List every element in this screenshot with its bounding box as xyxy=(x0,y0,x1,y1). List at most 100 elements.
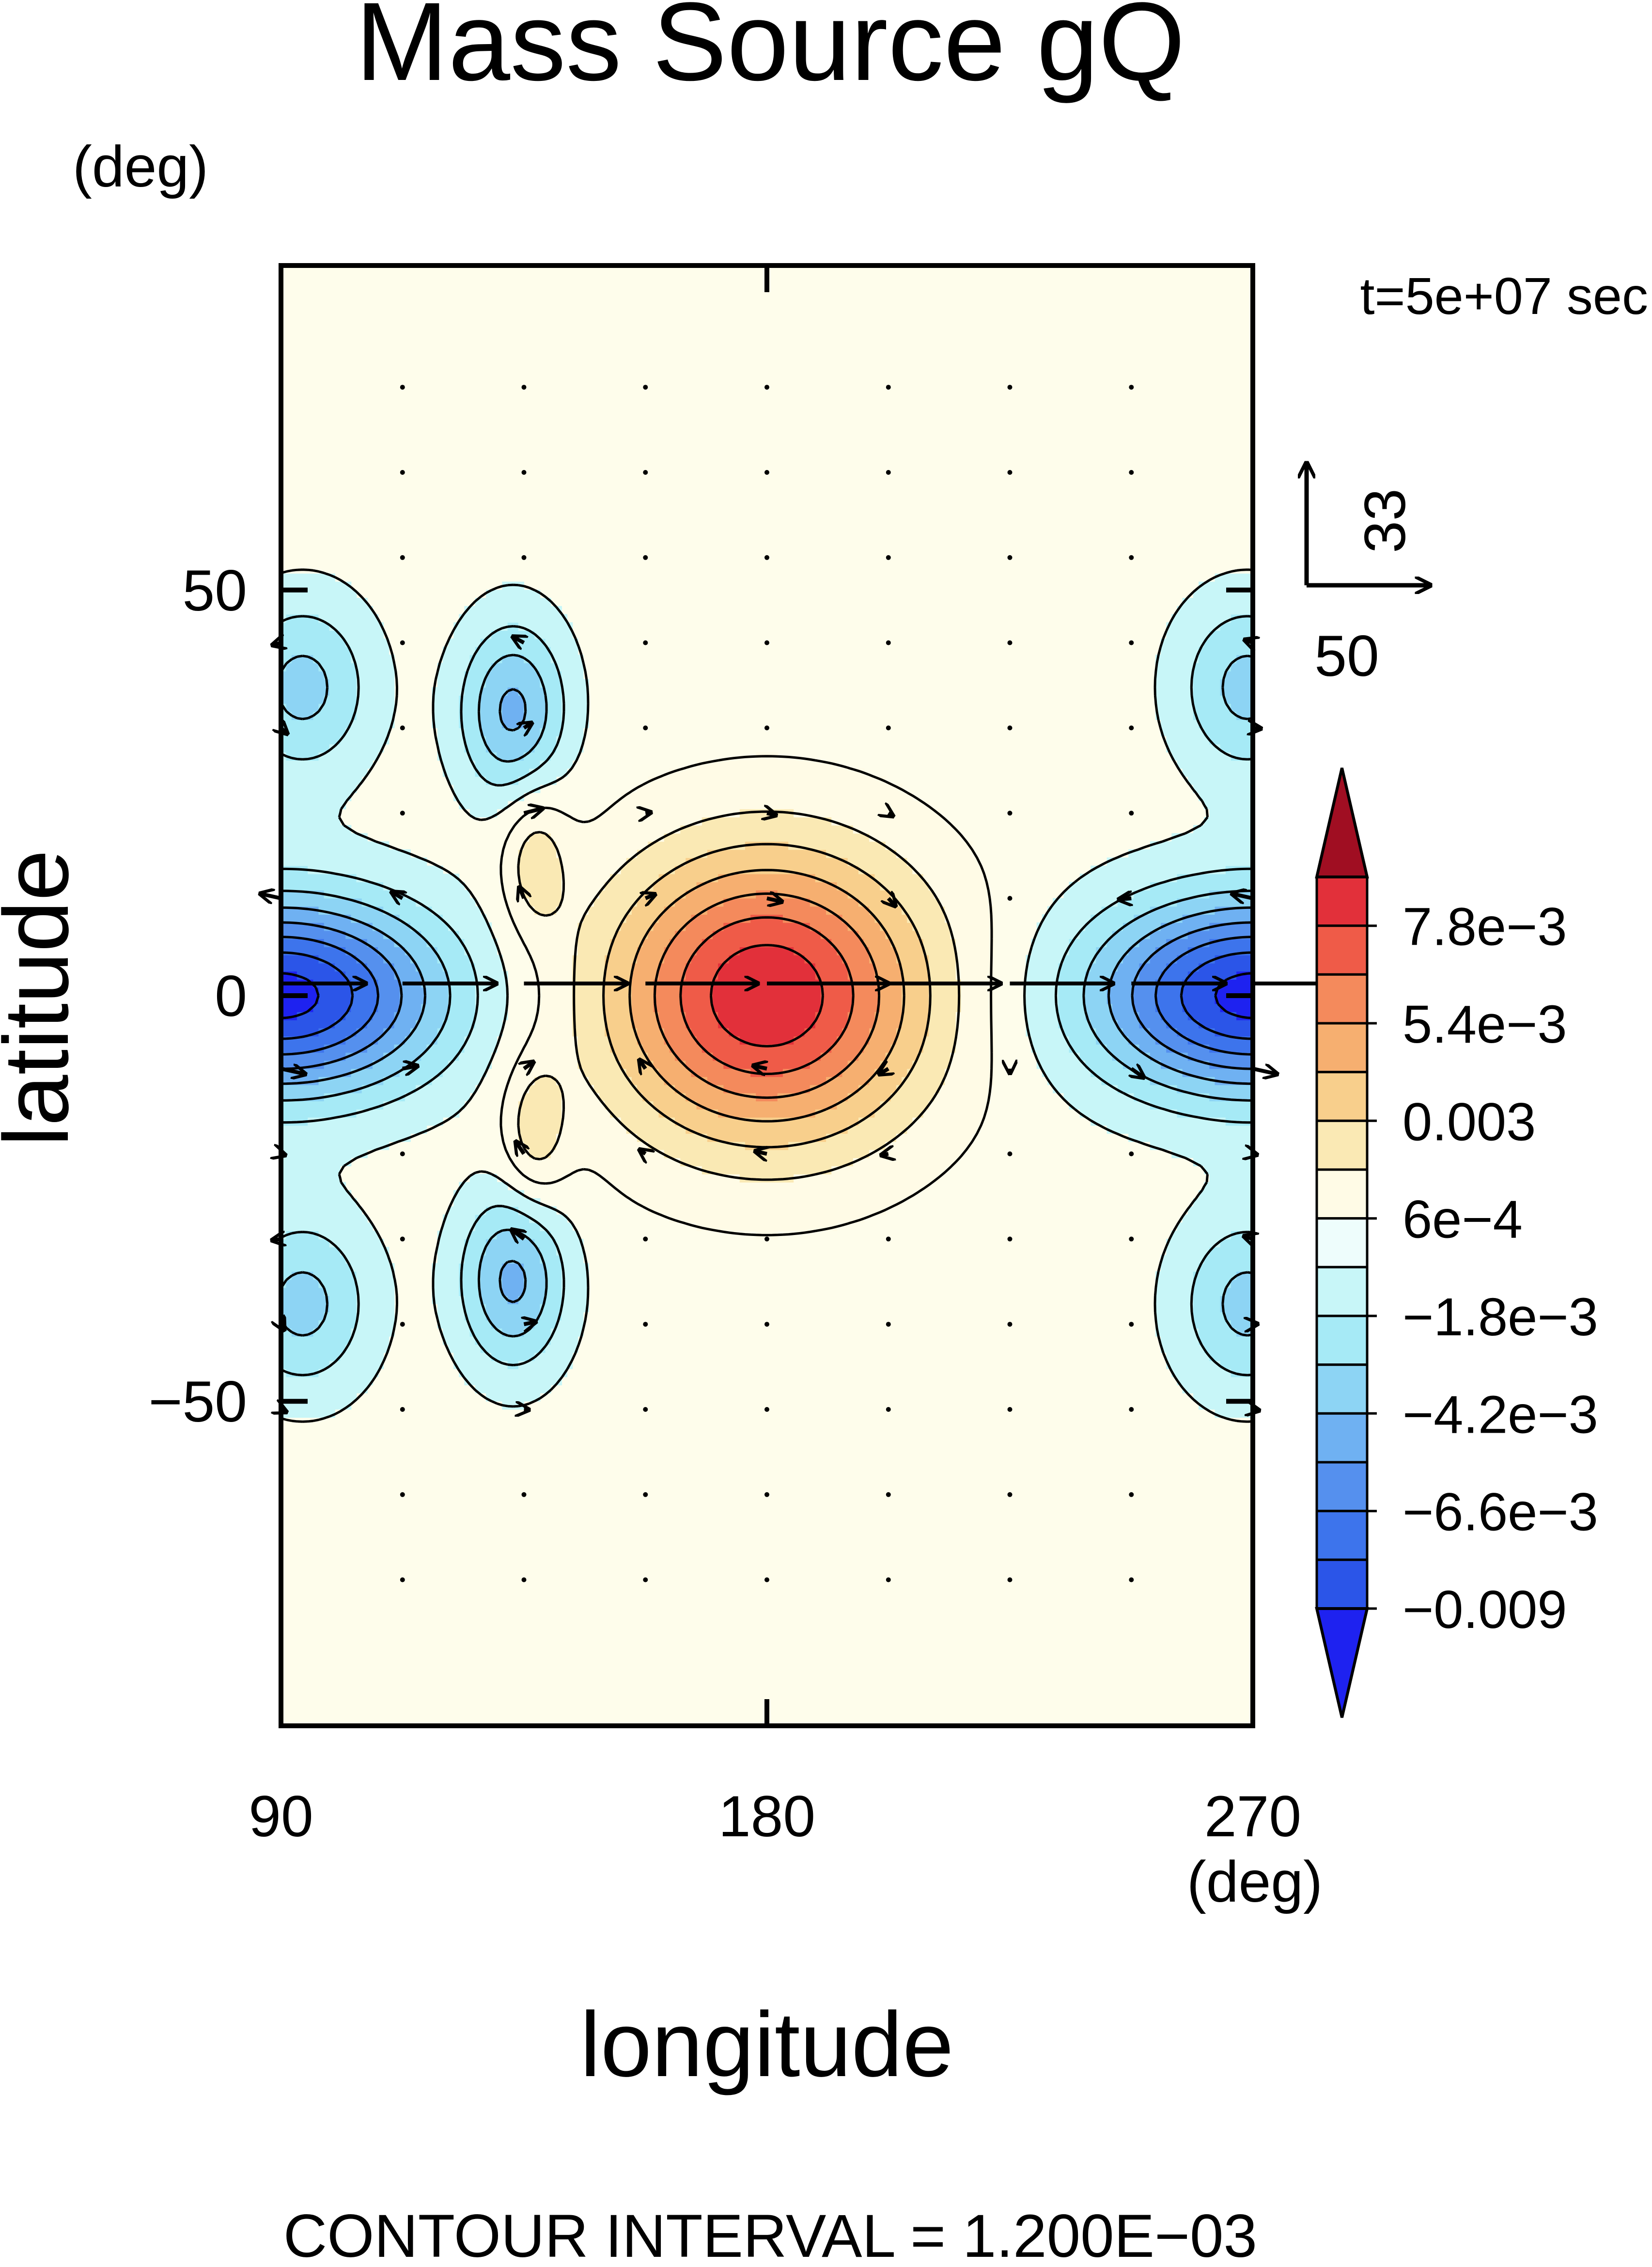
contour-fill-cell xyxy=(734,1222,740,1231)
contour-fill-cell xyxy=(588,1028,594,1037)
contour-fill-cell xyxy=(1236,1109,1243,1118)
contour-fill-cell xyxy=(1091,1093,1097,1102)
contour-fill-cell xyxy=(734,1198,740,1207)
contour-fill-cell xyxy=(421,1093,427,1102)
contour-fill-cell xyxy=(318,1247,325,1256)
contour-fill-cell xyxy=(1236,1019,1243,1029)
contour-fill-cell xyxy=(842,1149,848,1158)
contour-fill-cell xyxy=(345,1352,352,1361)
contour-fill-cell xyxy=(902,1084,908,1094)
contour-fill-cell xyxy=(1247,1255,1253,1264)
contour-fill-cell xyxy=(561,1012,568,1020)
contour-fill-cell xyxy=(1177,1231,1183,1239)
contour-fill-cell xyxy=(416,1028,422,1037)
contour-fill-cell xyxy=(513,1247,519,1256)
contour-fill-cell xyxy=(367,1328,373,1337)
contour-fill-cell xyxy=(820,1117,826,1126)
contour-fill-cell xyxy=(345,1060,352,1069)
contour-fill-cell xyxy=(642,1019,649,1029)
contour-fill-cell xyxy=(972,1052,978,1061)
contour-fill-cell xyxy=(847,1133,854,1142)
contour-fill-cell xyxy=(367,1101,373,1110)
contour-fill-cell xyxy=(313,1109,319,1118)
contour-fill-cell xyxy=(739,1044,746,1053)
contour-fill-cell xyxy=(1236,1198,1243,1207)
contour-fill-cell xyxy=(383,1336,390,1345)
contour-fill-cell xyxy=(572,1093,578,1102)
contour-fill-cell xyxy=(788,1125,795,1134)
contour-fill-cell xyxy=(453,1247,460,1256)
contour-fill-cell xyxy=(1182,1076,1188,1085)
contour-fill-cell xyxy=(480,1173,486,1183)
contour-fill-cell xyxy=(734,1012,740,1020)
contour-fill-cell xyxy=(1215,1109,1221,1118)
contour-fill-cell xyxy=(939,1028,946,1037)
contour-fill-cell xyxy=(756,1028,762,1037)
contour-fill-cell xyxy=(507,1344,514,1353)
contour-fill-cell xyxy=(291,1198,297,1207)
contour-fill-cell xyxy=(615,1076,622,1085)
contour-fill-cell xyxy=(426,1093,433,1102)
contour-fill-cell xyxy=(399,1052,405,1061)
contour-fill-cell xyxy=(448,1068,454,1077)
contour-fill-cell xyxy=(1225,1247,1231,1256)
contour-fills xyxy=(281,573,1253,1418)
contour-fill-cell xyxy=(475,1231,481,1239)
contour-fill-cell xyxy=(329,1303,335,1313)
contour-fill-cell xyxy=(534,1125,541,1134)
contour-fill-cell xyxy=(378,1336,384,1345)
contour-fill-cell xyxy=(281,1376,287,1386)
contour-fill-cell xyxy=(1150,1084,1156,1094)
contour-fill-cell xyxy=(631,1149,638,1158)
contour-fill-cell xyxy=(701,1206,708,1215)
contour-fill-cell xyxy=(782,1060,789,1069)
contour-fill-cell xyxy=(1220,1141,1226,1150)
contour-fill-cell xyxy=(648,1166,654,1174)
contour-fill-cell xyxy=(837,1141,843,1150)
contour-fill-cell xyxy=(1177,1019,1183,1029)
contour-fill-cell xyxy=(1247,1279,1253,1288)
contour-fill-cell xyxy=(729,1012,735,1020)
contour-fill-cell xyxy=(675,1182,681,1191)
contour-fill-cell xyxy=(1107,1036,1113,1045)
contour-fill-cell xyxy=(810,1166,816,1174)
contour-fill-cell xyxy=(1220,1336,1226,1345)
contour-fill-cell xyxy=(1063,1044,1070,1053)
contour-fill-cell xyxy=(961,1084,967,1094)
contour-fill-cell xyxy=(772,1012,778,1020)
contour-fill-cell xyxy=(329,1109,335,1118)
contour-fill-cell xyxy=(302,1182,309,1191)
contour-fill-cell xyxy=(556,1101,562,1110)
contour-fill-cell xyxy=(713,1157,719,1167)
contour-fill-cell xyxy=(373,1360,379,1369)
contour-fill-cell xyxy=(318,1012,325,1020)
contour-fill-cell xyxy=(761,1109,767,1118)
contour-fill-cell xyxy=(599,1076,606,1085)
contour-fill-cell xyxy=(545,1125,551,1134)
contour-fill-cell xyxy=(464,1182,470,1191)
contour-fill-cell xyxy=(610,1060,616,1069)
contour-fill-cell xyxy=(491,1190,498,1199)
contour-fill-cell xyxy=(804,1149,810,1158)
contour-fill-cell xyxy=(939,1036,946,1045)
contour-fill-cell xyxy=(923,1149,929,1158)
contour-fill-cell xyxy=(491,1028,498,1037)
contour-fill-cell xyxy=(907,1166,913,1174)
contour-fill-cell xyxy=(1069,1012,1075,1020)
contour-fill-cell xyxy=(902,1093,908,1102)
contour-fill-cell xyxy=(691,1182,697,1191)
contour-fill-cell xyxy=(410,1117,417,1126)
contour-fill-cell xyxy=(669,1076,675,1085)
contour-fill-cell xyxy=(302,1360,309,1369)
contour-fill-cell xyxy=(918,1125,924,1134)
contour-fill-cell xyxy=(556,1344,562,1353)
contour-fill-cell xyxy=(1155,1296,1161,1304)
contour-fill-cell xyxy=(669,1012,675,1020)
contour-fill-cell xyxy=(291,1344,297,1353)
contour-fill-cell xyxy=(950,1149,956,1158)
contour-fill-cell xyxy=(1204,1214,1210,1223)
contour-fill-cell xyxy=(950,1125,956,1134)
contour-fill-cell xyxy=(1187,1133,1194,1142)
contour-fill-cell xyxy=(799,1149,805,1158)
contour-fill-cell xyxy=(653,1036,659,1045)
